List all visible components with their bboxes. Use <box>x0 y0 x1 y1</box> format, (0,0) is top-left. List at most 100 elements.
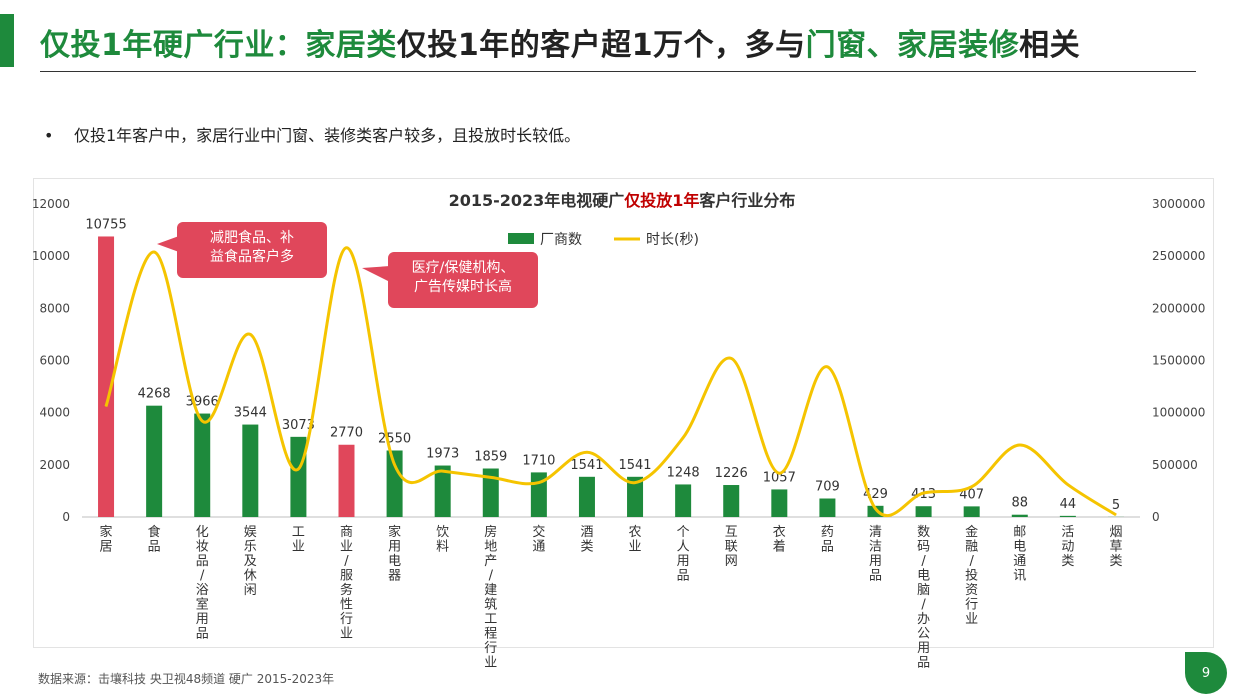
category-label: 饮料 <box>436 525 449 555</box>
annotation-food-text-line: 减肥食品、补 <box>210 229 294 246</box>
right-axis-tick-label: 1500000 <box>1152 354 1205 368</box>
category-label-char: 品 <box>148 540 161 555</box>
category-label: 工业 <box>292 525 305 555</box>
bar <box>723 485 740 517</box>
duration-point <box>923 492 925 494</box>
bar-data-label: 44 <box>1060 497 1077 512</box>
category-label: 娱乐及休闲 <box>244 525 257 598</box>
bar <box>1059 515 1076 517</box>
category-label-char: 浴 <box>196 583 209 598</box>
duration-point <box>442 470 444 472</box>
duration-point <box>971 486 973 488</box>
category-label-char: 休 <box>244 569 257 584</box>
title-divider <box>40 71 1196 72</box>
bar-data-label: 3544 <box>234 406 267 421</box>
category-label-char: 投 <box>965 568 978 584</box>
category-label-char: 金 <box>965 524 978 540</box>
category-label-char: 办 <box>917 612 930 627</box>
category-label-char: 清 <box>869 525 882 540</box>
duration-point <box>201 420 203 422</box>
chart-title: 2015-2023年电视硬广仅投放1年客户行业分布 <box>449 191 796 210</box>
category-label-char: 房 <box>484 524 497 540</box>
category-label-char: 融 <box>965 540 978 555</box>
category-label-char: 产 <box>484 554 497 569</box>
category-label-char: 业 <box>340 627 353 642</box>
category-label: 活动类 <box>1061 525 1074 569</box>
category-label-char: 乐 <box>244 540 257 555</box>
category-label-char: / <box>200 569 205 584</box>
annotation-commercial-box <box>388 252 538 308</box>
category-label-char: 交 <box>532 524 545 540</box>
bar-data-label: 1973 <box>426 447 459 462</box>
right-axis-tick-label: 1000000 <box>1152 406 1205 420</box>
title-part-2: 家居类 <box>305 28 397 63</box>
bar-data-label: 1057 <box>763 470 796 485</box>
legend-label-bars: 厂商数 <box>540 232 582 248</box>
category-label-char: 讯 <box>1013 569 1026 584</box>
category-label-char: 化 <box>196 525 209 540</box>
category-label-char: 动 <box>1061 540 1074 555</box>
category-label-char: 家 <box>388 524 401 540</box>
bar <box>386 450 403 517</box>
annotation-commercial-text-line: 广告传媒时长高 <box>414 278 512 295</box>
category-label-char: 用 <box>869 554 882 569</box>
chart-title-part-1: 2015-2023年电视硬广 <box>449 191 625 210</box>
title-part-1: 仅投1年硬广行业： <box>40 28 306 63</box>
duration-point <box>1067 484 1069 486</box>
bar <box>338 444 355 517</box>
chart-title-part-3: 客户行业分布 <box>699 191 795 210</box>
bar <box>771 489 788 517</box>
bullet-point: • 仅投1年客户中，家居行业中门窗、装修类客户较多，且投放时长较低。 <box>44 122 580 146</box>
page-number-badge: 9 <box>1185 652 1227 694</box>
category-label-char: 食 <box>148 524 161 540</box>
category-label-char: 衣 <box>773 524 786 540</box>
bar-data-label: 1859 <box>474 450 507 465</box>
category-label: 药品 <box>821 525 834 555</box>
annotation-food-text-line: 益食品客户多 <box>210 248 294 265</box>
left-axis-tick-label: 12000 <box>32 197 70 211</box>
duration-point <box>682 437 684 439</box>
duration-point <box>490 476 492 478</box>
duration-point <box>346 247 347 249</box>
annotation-food-box <box>177 222 327 278</box>
bar-data-label: 1710 <box>522 453 555 468</box>
category-label-char: 品 <box>196 554 209 569</box>
category-label: 个人用品 <box>677 525 690 584</box>
bar-data-label: 709 <box>815 480 840 495</box>
category-label-char: 品 <box>917 656 930 671</box>
bar <box>627 476 644 517</box>
category-label: 清洁用品 <box>869 525 882 584</box>
category-label: 酒类 <box>580 525 593 555</box>
title-part-3: 仅投1年的客户超1万个，多与 <box>396 28 806 63</box>
duration-point <box>297 468 299 470</box>
right-axis-tick-label: 2000000 <box>1152 301 1205 315</box>
category-label-char: 草 <box>1109 540 1122 555</box>
legend-swatch-bars <box>508 233 534 244</box>
category-label-char: 业 <box>629 540 642 555</box>
category-label-char: 室 <box>196 597 209 613</box>
bar <box>915 506 932 517</box>
category-label-char: 邮 <box>1013 525 1026 540</box>
bar <box>867 505 884 517</box>
bar-data-label: 2550 <box>378 431 411 446</box>
slide-title: 仅投1年硬广行业：家居类仅投1年的客户超1万个，多与门窗、家居装修相关 <box>40 20 1080 64</box>
category-label-char: 工 <box>484 612 497 627</box>
category-label-char: 公 <box>917 627 930 642</box>
category-label-char: 业 <box>965 612 978 627</box>
bar <box>242 424 259 517</box>
category-label-char: 资 <box>965 583 978 598</box>
category-label-char: 类 <box>1061 554 1074 569</box>
duration-point <box>730 357 732 359</box>
category-label-char: 类 <box>1109 554 1122 569</box>
category-label-char: 饮 <box>436 525 449 540</box>
category-label-char: 活 <box>1061 525 1074 540</box>
duration-line <box>104 246 1117 518</box>
category-label: 农业 <box>629 525 642 555</box>
category-label-char: 互 <box>725 525 738 540</box>
bar-data-label: 5 <box>1112 498 1120 513</box>
category-label-char: 筑 <box>484 597 497 613</box>
bar <box>482 468 499 517</box>
category-label-char: 着 <box>773 539 786 555</box>
category-label-char: 行 <box>484 641 497 656</box>
right-axis-tick-label: 3000000 <box>1152 197 1205 211</box>
